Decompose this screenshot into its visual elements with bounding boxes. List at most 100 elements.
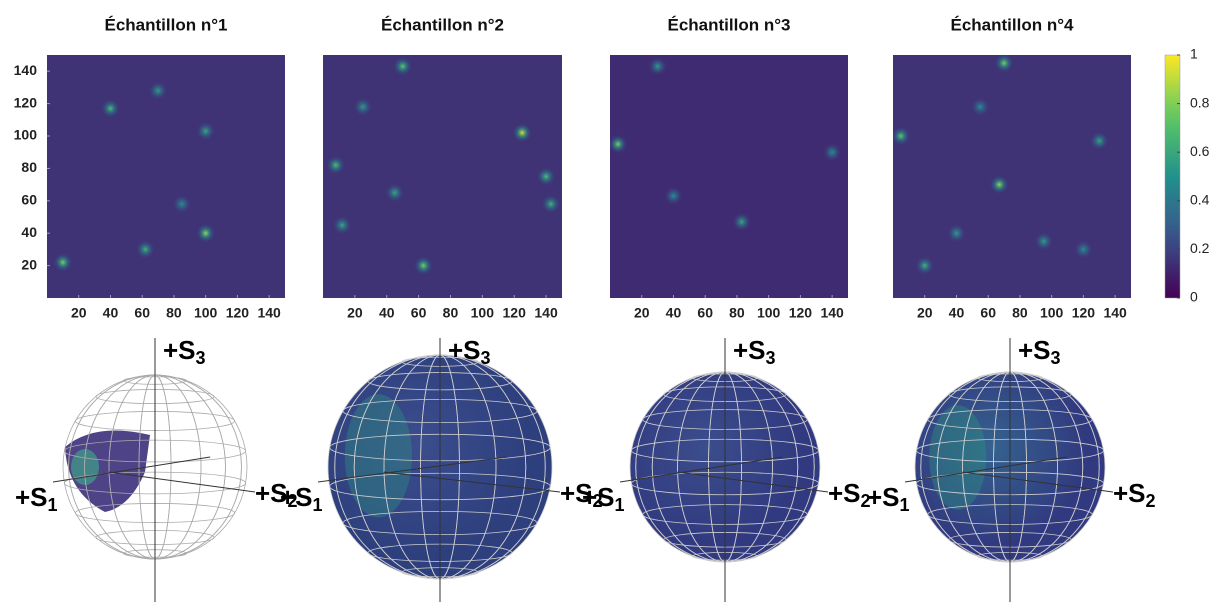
x-tick-label: 80 <box>1012 305 1028 321</box>
peak <box>148 80 169 101</box>
colorbar <box>1164 54 1181 299</box>
axis-s1 <box>317 456 508 483</box>
axis-s2 <box>677 471 829 493</box>
axis-label-sub: 2 <box>861 491 871 511</box>
x-tick-label: 80 <box>166 305 182 321</box>
peak <box>647 56 668 77</box>
peak <box>1073 239 1094 260</box>
axis-s1 <box>904 456 1068 483</box>
peak <box>135 239 156 260</box>
y-tick-label: 140 <box>14 62 38 78</box>
x-tick-label: 60 <box>697 305 713 321</box>
axis-s2 <box>383 471 561 493</box>
x-tick-label: 100 <box>471 305 495 321</box>
peak <box>325 155 346 176</box>
axis-label-sub: 3 <box>196 348 206 368</box>
axis-label-sub: 2 <box>1146 491 1156 511</box>
y-tick-label: 20 <box>21 256 37 272</box>
y-tick-label: 40 <box>21 224 37 240</box>
heatmap <box>610 55 848 298</box>
axis-label: +S3 <box>448 335 491 368</box>
heatmap <box>47 55 285 298</box>
peak <box>195 121 216 142</box>
peak <box>914 255 935 276</box>
axis-label: +S1 <box>867 482 910 515</box>
colorbar-tick-label: 0.6 <box>1190 143 1210 159</box>
peak <box>731 211 752 232</box>
panel-title: Échantillon n°1 <box>105 15 228 34</box>
peak <box>52 252 73 273</box>
axis-label-sub: 2 <box>593 491 603 511</box>
x-tick-label: 80 <box>443 305 459 321</box>
axis-label: +S3 <box>1018 335 1061 368</box>
peak <box>893 126 911 146</box>
axis-label-main: +S <box>560 478 593 508</box>
y-tick-label: 60 <box>21 192 37 208</box>
peak <box>171 194 192 215</box>
peak <box>384 182 405 203</box>
x-tick-label: 40 <box>949 305 965 321</box>
peak <box>1089 130 1110 151</box>
x-tick-label: 140 <box>820 305 844 321</box>
colorbar-tick-label: 1 <box>1190 46 1198 62</box>
axis-label-main: +S <box>15 482 48 512</box>
axis-label-main: +S <box>733 335 766 365</box>
x-tick-label: 100 <box>194 305 218 321</box>
x-tick-label: 20 <box>634 305 650 321</box>
x-tick-label: 120 <box>226 305 250 321</box>
axis-label-main: +S <box>255 478 288 508</box>
peak <box>352 96 373 117</box>
poincare-sphere: +S1 +S2+S3 <box>867 335 1156 602</box>
heatmap-background <box>610 55 848 298</box>
axis-label-sub: 1 <box>313 495 323 515</box>
colorbar-tick-label: 0.2 <box>1190 240 1210 256</box>
poincare-sphere: +S1 +S2+S3 <box>15 335 298 602</box>
axis-label-sub: 2 <box>288 491 298 511</box>
axis-label: +S1 <box>15 482 58 515</box>
x-tick-label: 60 <box>134 305 150 321</box>
peak <box>512 122 533 143</box>
x-tick-label: 100 <box>757 305 781 321</box>
axis-label: +S2 <box>560 478 603 511</box>
peak <box>946 223 967 244</box>
axis-label-main: +S <box>828 478 861 508</box>
axis-label-main: +S <box>1018 335 1051 365</box>
peak <box>610 134 628 155</box>
x-tick-label: 120 <box>1072 305 1096 321</box>
y-tick-label: 80 <box>21 159 37 175</box>
x-tick-label: 60 <box>411 305 427 321</box>
axis-label-sub: 3 <box>481 348 491 368</box>
point-cloud-highlight <box>929 405 987 510</box>
peak <box>970 96 991 117</box>
peak <box>663 185 684 206</box>
axis-label-sub: 1 <box>48 495 58 515</box>
x-tick-label: 100 <box>1040 305 1064 321</box>
peak <box>332 215 353 236</box>
x-tick-label: 40 <box>379 305 395 321</box>
x-tick-label: 140 <box>1103 305 1127 321</box>
axis-s2 <box>108 471 256 493</box>
axis-label-sub: 1 <box>615 495 625 515</box>
peak <box>413 255 434 276</box>
axis-label: +S3 <box>733 335 776 368</box>
axis-label-sub: 3 <box>1051 348 1061 368</box>
axis-label-main: +S <box>280 482 313 512</box>
x-tick-label: 120 <box>503 305 527 321</box>
heatmap <box>893 55 1131 298</box>
peak <box>100 98 121 119</box>
axis-label-main: +S <box>1113 478 1146 508</box>
axis-s2 <box>962 471 1114 493</box>
axis-s1 <box>52 456 211 483</box>
colorbar-tick-label: 0.8 <box>1190 94 1210 110</box>
x-tick-label: 80 <box>729 305 745 321</box>
peak <box>994 55 1015 74</box>
panel-title: Échantillon n°3 <box>668 15 791 34</box>
poincare-sphere: +S1 +S2+S3 <box>582 335 871 602</box>
peak <box>195 223 216 244</box>
poincare-sphere: +S1 +S2+S3 <box>280 335 603 602</box>
x-tick-label: 20 <box>71 305 87 321</box>
axis-label-main: +S <box>448 335 481 365</box>
x-tick-label: 20 <box>917 305 933 321</box>
axis-label: +S3 <box>163 335 206 368</box>
